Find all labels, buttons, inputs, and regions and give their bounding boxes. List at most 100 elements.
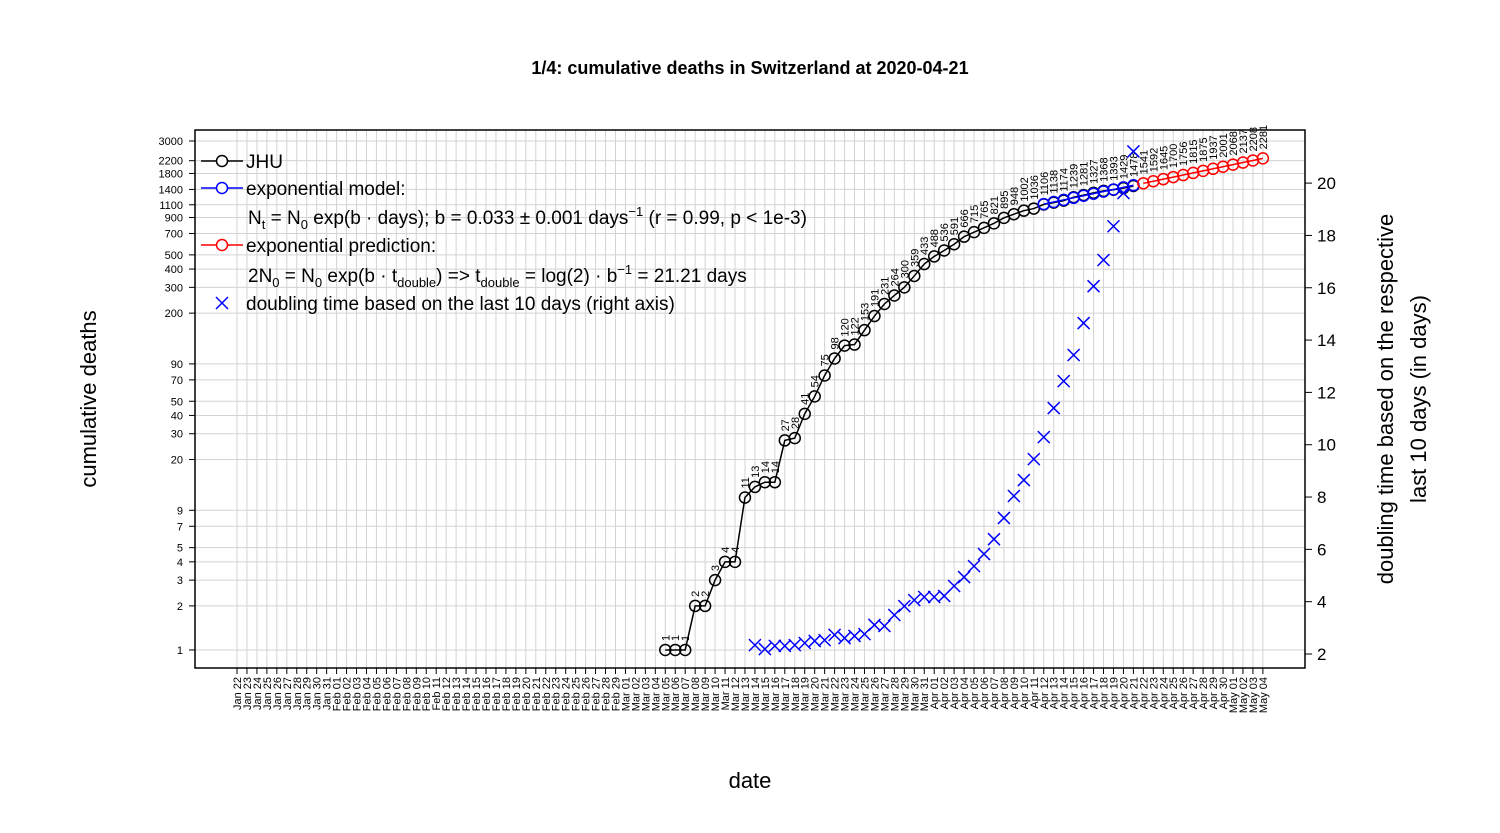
point-marker [878,297,891,311]
x-axis-label: date [729,768,772,793]
x-tick-label: Feb 22 [541,677,553,711]
x-tick-label: Mar 16 [770,677,782,711]
cross-marker [828,628,842,642]
point-marker [768,475,782,489]
y2-tick-label: 20 [1317,174,1336,193]
cross-marker [1017,473,1031,487]
x-tick-label: Apr 12 [1039,677,1051,709]
x-tick-label: Apr 10 [1019,677,1031,709]
x-tick-label: Apr 30 [1218,677,1230,709]
y-tick-label: 30 [171,429,183,441]
point-marker [659,643,672,657]
x-tick-label: Mar 14 [750,677,762,711]
data-label: 666 [959,209,971,227]
cross-marker [788,638,802,652]
data-label: 1 [680,635,692,641]
x-tick-label: Feb 10 [421,677,433,711]
x-tick-label: May 03 [1248,677,1260,713]
x-tick-label: Jan 31 [322,677,334,710]
x-tick-label: Mar 20 [810,677,822,711]
data-label: 1106 [1039,172,1051,196]
data-label: 765 [979,200,991,218]
x-tick-label: Mar 23 [840,677,852,711]
x-tick-label: Mar 01 [620,677,632,711]
point-marker [668,643,682,657]
y-tick-label: 500 [165,250,183,262]
data-label: 231 [879,277,891,295]
x-tick-label: Mar 29 [899,677,911,711]
y-tick-label: 400 [165,264,183,276]
data-label: 1478 [1128,152,1140,176]
point-marker [808,390,821,403]
plot-frame [194,129,1306,669]
x-tick-label: Apr 29 [1208,677,1220,709]
y-tick-label: 300 [165,282,183,294]
x-tick-label: Jan 27 [282,677,294,710]
data-label: 13 [750,466,762,478]
x-tick-label: Feb 07 [391,677,403,711]
cross-marker [1106,219,1121,233]
x-tick-label: Apr 28 [1198,677,1210,709]
x-tick-label: Feb 09 [411,677,423,711]
x-tick-label: Feb 01 [332,677,344,711]
cross-marker [798,636,812,650]
x-tick-label: Apr 16 [1079,677,1091,709]
y-tick-label: 700 [165,228,183,240]
x-tick-label: Apr 17 [1089,677,1101,709]
data-label: 28 [790,417,802,429]
x-tick-label: Apr 09 [1009,677,1021,709]
x-tick-label: Apr 18 [1099,677,1111,709]
x-tick-label: Mar 08 [690,677,702,711]
data-label: 1281 [1079,162,1091,186]
x-tick-label: Mar 27 [879,677,891,711]
data-label: 821 [989,196,1001,214]
cross-marker [947,579,961,593]
data-label: 2068 [1228,131,1240,155]
point-marker [748,480,762,494]
x-tick-label: Jan 29 [302,677,314,710]
data-label: 2281 [1258,125,1270,149]
x-tick-label: Mar 15 [760,677,772,711]
x-tick-label: Apr 06 [979,677,991,709]
x-tick-label: Feb 14 [461,677,473,711]
y-tick-label: 3 [177,575,183,587]
point-marker [738,491,752,504]
x-tick-label: Apr 08 [999,677,1011,709]
legend-symbol [215,154,229,168]
cross-marker [808,634,822,648]
cross-marker [818,633,832,647]
data-label: 2001 [1218,133,1230,157]
x-tick-label: Feb 08 [401,677,413,711]
x-tick-label: Feb 06 [381,677,393,711]
point-marker [678,643,692,657]
y2-tick-label: 18 [1317,226,1336,245]
x-tick-label: Feb 24 [561,677,573,711]
data-label: 1327 [1089,159,1101,183]
point-marker [718,555,732,569]
point-marker [927,250,941,263]
x-tick-label: Apr 14 [1059,677,1071,709]
x-tick-label: Feb 16 [481,677,493,711]
x-tick-label: Apr 25 [1168,677,1180,709]
data-label: 488 [929,229,941,247]
point-marker [987,217,1001,230]
point-marker [937,244,951,257]
x-tick-label: Mar 21 [820,677,832,711]
point-marker [798,407,811,421]
data-label: 948 [1009,187,1021,205]
legend-symbol [215,238,229,252]
point-marker [1256,152,1270,165]
point-marker [908,269,921,283]
x-tick-label: Feb 19 [511,677,523,711]
y-tick-label: 2 [177,601,183,613]
point-marker [947,237,961,251]
x-tick-label: Mar 18 [790,677,802,711]
cross-marker [1007,489,1021,503]
cross-marker [967,559,981,573]
data-label: 54 [810,375,822,387]
legend-label: exponential prediction: [246,236,436,257]
x-tick-label: Jan 23 [242,677,254,710]
point-marker [698,599,712,613]
data-label: 1368 [1099,157,1111,181]
